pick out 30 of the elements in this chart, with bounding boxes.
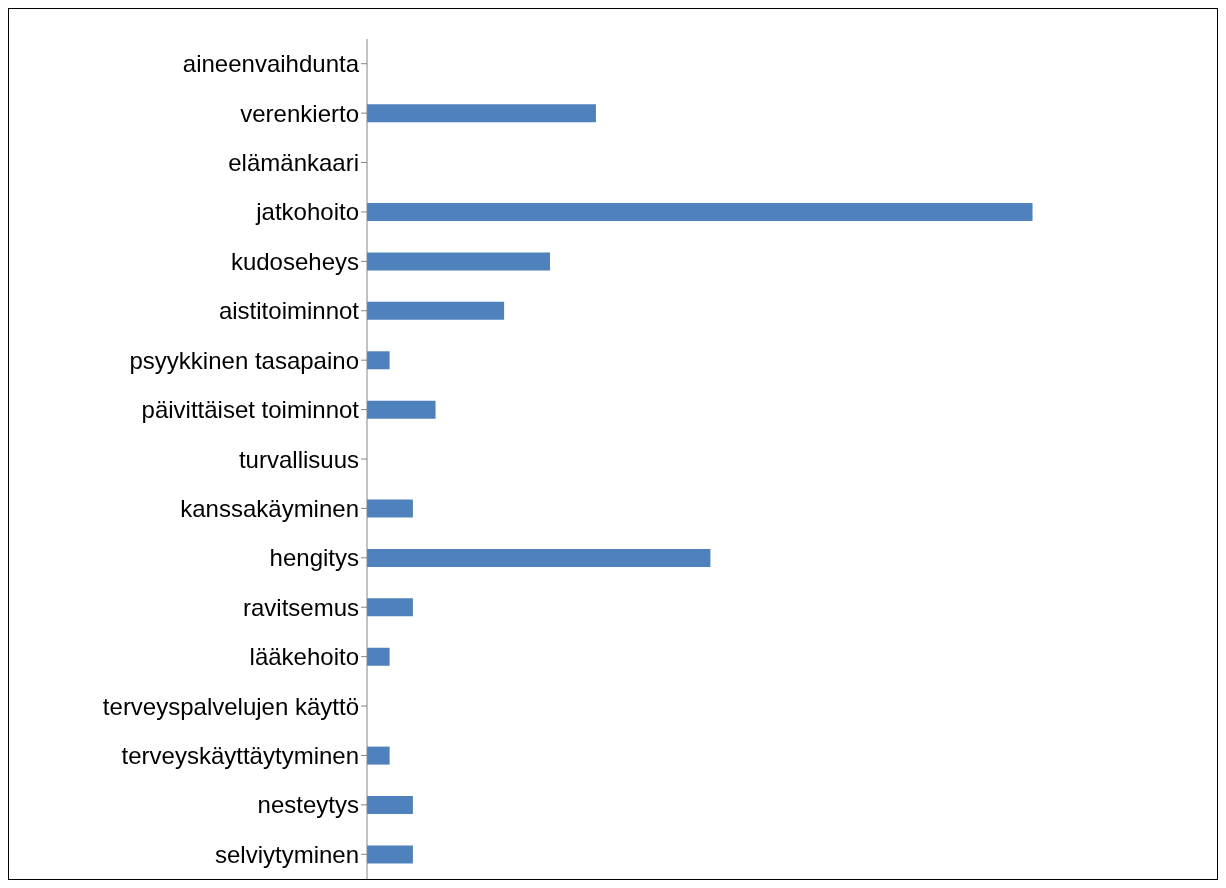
y-tick-label: terveyskäyttäytyminen: [121, 741, 359, 769]
y-tick-label: ravitsemus: [242, 593, 359, 621]
y-tick-label: turvallisuus: [238, 445, 359, 473]
y-tick-label: hengitys: [269, 544, 359, 572]
y-tick-label: selviytyminen: [214, 840, 359, 868]
bar: [367, 351, 390, 370]
y-tick-label: jatkohoito: [255, 198, 359, 226]
y-tick-label: aistitoiminnot: [218, 297, 360, 325]
bar: [367, 795, 413, 814]
bar: [367, 548, 711, 567]
y-tick-label: verenkierto: [240, 99, 359, 127]
bar: [367, 499, 413, 518]
y-tick-label: lääkehoito: [249, 643, 359, 671]
bar: [367, 400, 436, 419]
bar: [367, 598, 413, 617]
y-tick-label: kanssakäyminen: [180, 494, 359, 522]
bar: [367, 845, 413, 864]
bar: [367, 203, 1033, 222]
y-tick-label: terveyspalvelujen käyttö: [102, 692, 359, 720]
bar: [367, 301, 505, 320]
y-tick-label: kudoseheys: [230, 247, 359, 275]
y-tick-label: päivittäiset toiminnot: [141, 396, 360, 424]
y-tick-label: elämänkaari: [228, 149, 359, 177]
bar: [367, 746, 390, 765]
y-tick-label: nesteytys: [257, 791, 359, 819]
bar: [367, 647, 390, 666]
y-tick-label: aineenvaihdunta: [182, 50, 360, 78]
bar: [367, 252, 551, 271]
y-tick-label: psyykkinen tasapaino: [129, 346, 359, 374]
bar: [367, 104, 596, 123]
